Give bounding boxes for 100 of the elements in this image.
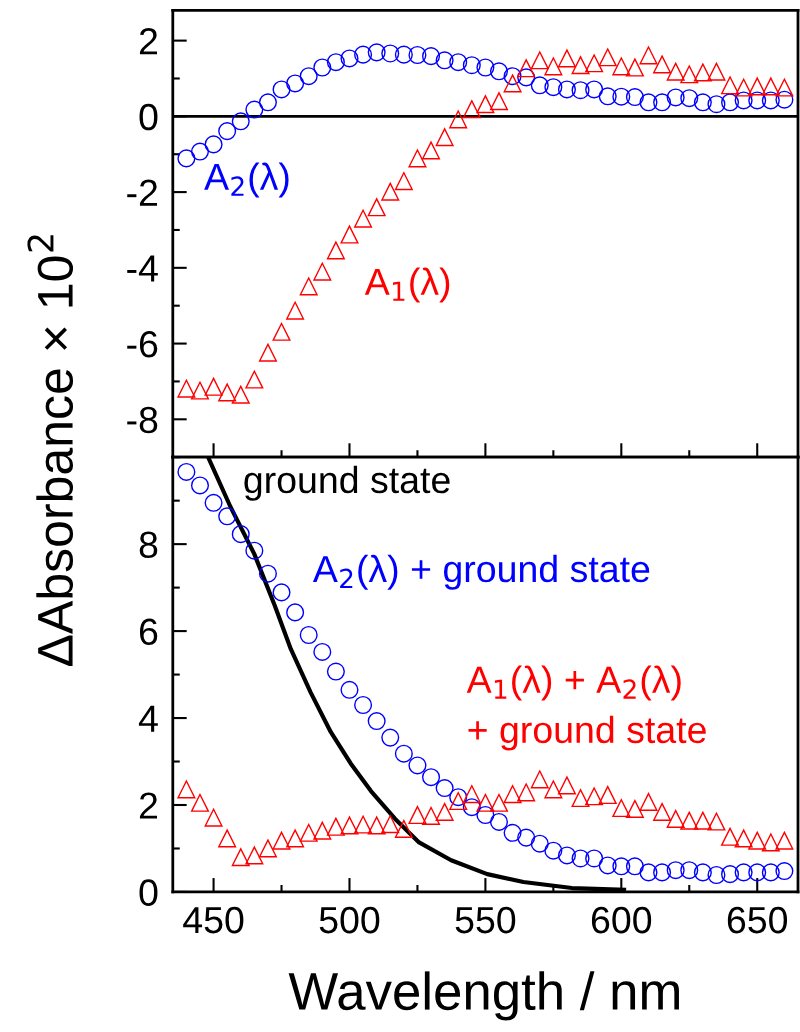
point (326, 241, 345, 260)
point (625, 799, 644, 818)
point (245, 541, 264, 560)
y-tick-label: 0 (139, 879, 158, 906)
point (177, 780, 196, 799)
point (435, 51, 454, 70)
point (653, 93, 672, 112)
x-tick-label: 650 (727, 906, 788, 934)
x-tick-label: 450 (183, 906, 244, 934)
point (204, 135, 223, 154)
point (761, 863, 780, 882)
point (286, 603, 305, 622)
point (544, 841, 563, 860)
point (381, 182, 400, 201)
point (190, 381, 210, 400)
point (245, 846, 264, 865)
point (517, 783, 536, 802)
point (231, 525, 250, 544)
point (231, 385, 250, 404)
point (761, 77, 780, 96)
point (177, 462, 196, 481)
point (354, 815, 373, 834)
y-tick-label: -4 (127, 255, 158, 282)
point (190, 142, 210, 161)
point (557, 846, 576, 865)
point (313, 58, 332, 77)
point (476, 805, 495, 825)
point (707, 812, 726, 831)
point (517, 59, 536, 78)
point (462, 785, 481, 804)
point (721, 93, 740, 112)
point (286, 301, 305, 320)
point (367, 43, 386, 62)
point (218, 122, 237, 141)
point (272, 831, 291, 850)
point (680, 89, 699, 108)
point (394, 172, 413, 191)
point (639, 46, 658, 65)
point (449, 110, 468, 129)
y-tick-label: -8 (127, 406, 158, 434)
point (530, 51, 549, 70)
point (721, 827, 740, 846)
point (313, 821, 332, 840)
point (190, 476, 210, 495)
series-label: A$_{1}$(λ) (364, 267, 450, 303)
point (258, 343, 277, 362)
point (707, 95, 726, 114)
x-tick-label: 550 (455, 906, 516, 934)
point (653, 55, 672, 74)
point (666, 62, 685, 81)
point (340, 680, 359, 699)
y-tick-label: -6 (127, 330, 158, 358)
series-label: A$_{1}$(λ) + A$_{2}$(λ) + ground state (466, 665, 706, 751)
series-label: A$_{2}$(λ) + ground state (312, 554, 650, 590)
point (422, 768, 441, 787)
point (449, 788, 468, 807)
x-axis-title: Wavelength / nm (288, 971, 679, 1021)
point (775, 90, 794, 109)
point (612, 857, 631, 876)
point (748, 77, 767, 96)
point (680, 811, 699, 830)
point (544, 57, 563, 76)
point (748, 831, 767, 850)
point (354, 209, 373, 228)
point (231, 112, 250, 131)
point (598, 87, 617, 106)
point (612, 799, 631, 818)
point (204, 493, 223, 512)
point (721, 865, 740, 884)
point (653, 802, 672, 821)
point (313, 262, 332, 281)
y-axis-title: ΔAbsorbance × 10$^{2}$ (27, 235, 74, 666)
point (462, 798, 481, 817)
point (585, 54, 604, 73)
point (231, 848, 250, 867)
y-tick-label: -2 (127, 179, 158, 206)
point (734, 829, 753, 848)
y-tick-label: 2 (139, 28, 158, 55)
point (639, 93, 658, 112)
point (326, 53, 345, 72)
point (503, 785, 522, 804)
series-label: ground state (244, 465, 450, 501)
point (761, 833, 780, 852)
point (707, 62, 726, 81)
point (666, 88, 685, 107)
point (489, 92, 509, 111)
point (489, 812, 509, 831)
point (367, 198, 386, 217)
point (449, 53, 468, 72)
point (571, 81, 590, 100)
point (625, 857, 644, 876)
point (571, 849, 590, 868)
y-tick-label: 8 (139, 531, 158, 559)
point (272, 80, 291, 99)
point (408, 149, 427, 168)
point (571, 789, 590, 808)
point (598, 48, 617, 67)
point (544, 78, 563, 97)
point (286, 829, 305, 848)
point (245, 100, 264, 119)
